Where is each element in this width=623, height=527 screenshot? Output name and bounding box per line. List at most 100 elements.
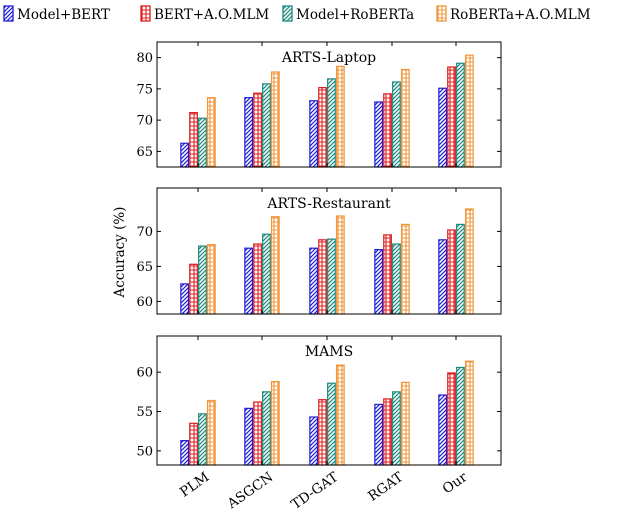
y-tick-label: 60 <box>136 295 153 310</box>
bar <box>262 391 271 466</box>
bar <box>244 407 254 466</box>
bar <box>198 245 207 315</box>
bar <box>438 239 448 315</box>
bar <box>383 93 392 168</box>
bar <box>438 394 448 466</box>
bar <box>206 97 216 168</box>
bar <box>189 263 198 315</box>
bar <box>456 62 465 168</box>
y-tick-label: 70 <box>136 225 153 240</box>
chart-panels: 65 70 75 80 ARTS-Laptop 60 65 70 ARTS-Restaurant… <box>136 41 502 466</box>
y-tick-label: 60 <box>136 366 153 381</box>
bar <box>198 117 207 168</box>
bar <box>244 247 254 315</box>
x-tick-label: Our <box>440 469 471 497</box>
bar <box>335 364 345 466</box>
bar <box>253 92 262 168</box>
bar <box>456 223 465 315</box>
bar <box>447 229 456 315</box>
bar <box>262 233 271 315</box>
bar <box>374 101 384 168</box>
x-tick-label: ASGCN <box>224 469 277 513</box>
bar <box>253 243 262 315</box>
legend-label: Model+BERT <box>17 7 110 23</box>
bar <box>318 87 327 168</box>
legend-entry: Model+RoBERTa <box>282 5 414 23</box>
bar <box>180 283 190 315</box>
bar <box>392 391 401 466</box>
bar <box>464 360 474 466</box>
chart-panel: 60 65 70 ARTS-Restaurant <box>136 187 502 315</box>
y-tick-label: 75 <box>136 82 153 97</box>
bar <box>189 112 198 168</box>
legend-entry: Model+BERT <box>3 5 110 23</box>
chart-panel: 65 70 75 80 ARTS-Laptop <box>136 41 502 168</box>
x-tick-label: PLM <box>177 469 212 500</box>
legend-swatch <box>3 5 14 22</box>
y-tick-label: 55 <box>136 405 153 420</box>
bar <box>327 238 336 315</box>
bar <box>180 440 190 466</box>
y-tick-label: 50 <box>136 444 153 459</box>
bar <box>189 422 198 466</box>
bar <box>206 244 216 315</box>
bar <box>438 87 448 168</box>
bar <box>447 372 456 466</box>
bar <box>335 65 345 168</box>
bar <box>262 83 271 168</box>
bar <box>318 399 327 466</box>
bar <box>400 223 410 315</box>
chart-legend: Model+BERT BERT+A.O.MLM Model+RoBERTa RoBER… <box>3 5 591 23</box>
bar <box>270 71 280 168</box>
bar <box>270 381 280 466</box>
bar <box>198 413 207 466</box>
panel-frame <box>156 335 502 466</box>
x-tick-label: RGAT <box>365 469 406 504</box>
y-tick-label: 80 <box>136 51 153 66</box>
panel-frame <box>156 187 502 315</box>
panel-title: MAMS <box>305 344 353 360</box>
bar <box>335 215 345 315</box>
bar <box>309 416 319 466</box>
x-tick-label: TD-GAT <box>288 469 341 513</box>
panel-frame <box>156 41 502 168</box>
bar <box>400 68 410 168</box>
bar <box>327 382 336 466</box>
bar <box>309 100 319 168</box>
legend-swatch <box>140 5 151 22</box>
bar <box>270 216 280 315</box>
legend-entry: BERT+A.O.MLM <box>140 5 269 23</box>
y-axis-label: Accuracy (%) <box>112 207 128 299</box>
bar <box>392 81 401 168</box>
bar <box>318 239 327 315</box>
panel-title: ARTS-Laptop <box>281 50 376 66</box>
bar <box>374 403 384 466</box>
legend-swatch <box>436 5 447 22</box>
bar <box>253 401 262 466</box>
legend-label: BERT+A.O.MLM <box>154 7 269 23</box>
bar <box>180 142 190 168</box>
chart-panel: 50 55 60 MAMS <box>136 335 502 466</box>
bar <box>383 234 392 315</box>
bar <box>383 398 392 466</box>
y-tick-label: 65 <box>136 145 153 160</box>
bar <box>447 66 456 168</box>
y-tick-label: 70 <box>136 114 153 129</box>
bar <box>244 97 254 168</box>
bar <box>374 249 384 315</box>
legend-label: Model+RoBERTa <box>296 7 414 23</box>
legend-swatch <box>282 5 293 22</box>
bar <box>464 208 474 315</box>
y-tick-label: 65 <box>136 260 153 275</box>
bar <box>456 366 465 466</box>
legend-entry: RoBERTa+A.O.MLM <box>436 5 591 23</box>
bar <box>309 247 319 315</box>
bar <box>464 54 474 168</box>
bar <box>392 243 401 315</box>
bar <box>400 381 410 466</box>
x-axis-category-labels: PLM ASGCN TD-GAT RGAT Our <box>177 469 471 513</box>
bar <box>327 78 336 168</box>
legend-label: RoBERTa+A.O.MLM <box>450 7 591 23</box>
bar <box>206 399 216 466</box>
